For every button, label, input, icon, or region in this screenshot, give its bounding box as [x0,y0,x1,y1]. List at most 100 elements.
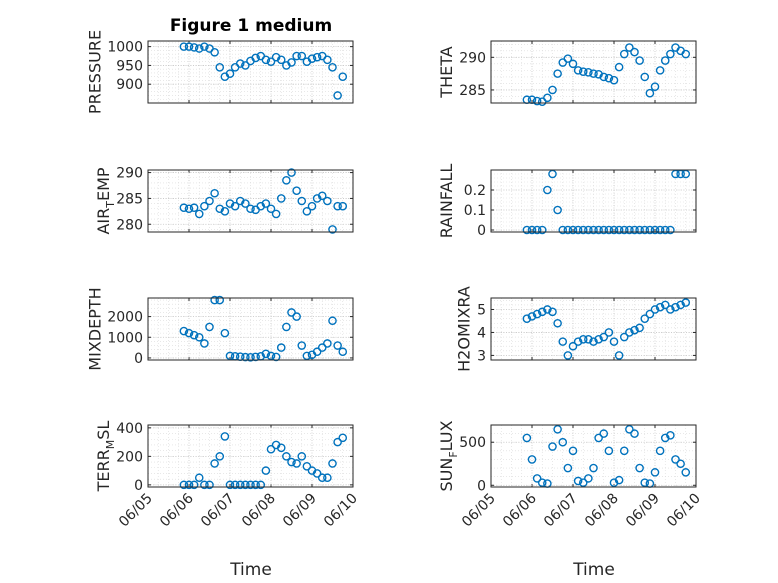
air_temp-data-point [266,204,276,214]
air_temp-data-point [312,194,322,203]
h2omixra-axes-box [490,297,697,361]
terr_msl-data-point [282,452,291,461]
mixdepth-data-point [225,351,235,361]
theta-data-point [655,66,665,75]
h2omixra-data-point [584,335,593,344]
theta-data-point [543,93,552,103]
h2omixra-data-point [578,335,588,344]
sun_flux-y-tick-label: 500 [459,435,486,451]
rainfall-data-point [635,225,644,235]
terr_msl-data-point [225,480,235,490]
terr_msl-data-point [302,462,312,471]
terr_msl-x-tick-label: 06/08 [239,491,279,531]
theta-data-point [619,49,629,59]
mixdepth-data-point [292,312,301,321]
air_temp-data-point [215,204,225,214]
theta-data-point [666,49,675,59]
theta-data-point [548,85,557,95]
pressure-data-point [189,43,199,52]
sun_flux-data-point [630,429,639,438]
pressure-data-point [333,91,342,100]
pressure-data-point [323,55,332,65]
h2omixra-data-point [553,318,562,328]
mixdepth-data-point [220,328,230,338]
air_temp-y-axis-label: AIRTEMP [94,167,117,234]
sun_flux-data-point [573,476,583,486]
sun_flux-data-point [599,429,609,438]
terr_msl-data-point [251,480,260,490]
mixdepth-data-point [328,316,337,326]
terr_msl-data-point [200,480,209,490]
terr_msl-x-tick-label: 06/06 [157,490,197,530]
rainfall-data-point [568,225,578,235]
mixdepth-data-point [276,343,286,352]
mixdepth-data-point [215,295,225,305]
pressure-data-point [241,61,250,70]
h2omixra-data-point [573,337,583,346]
mixdepth-y-tick-label: 2000 [107,310,143,326]
pressure-y-tick-label: 950 [116,58,143,74]
terr_msl-y-tick-label: 200 [116,449,143,465]
terr_msl-data-point [323,473,332,483]
terr_msl-data-point [312,469,322,478]
pressure-y-tick-label: 900 [116,77,143,93]
air_temp-data-point [292,186,301,195]
rainfall-data-point [594,225,603,235]
sun_flux-data-point [604,446,614,456]
h2omixra-data-point [599,332,609,342]
mixdepth-data-point [205,322,214,332]
rainfall-data-point [563,225,573,235]
mixdepth-data-point [200,339,209,348]
h2omixra-data-point [671,302,680,312]
sun_flux-data-point [548,442,557,451]
sun_flux-data-point [640,478,650,487]
pressure-data-point [312,52,322,62]
pressure-data-point [338,72,348,81]
rainfall-data-point [660,225,670,235]
theta-data-point [568,59,578,69]
terr_msl-y-axis-label: TERRMSL [94,421,117,493]
h2omixra-data-point [676,300,685,310]
rainfall-y-axis-label: RAINFALL [437,164,456,239]
sun_flux-data-point [584,474,593,483]
terr_msl-data-point [297,452,307,461]
mixdepth-data-point [189,330,199,340]
terr_msl-axes-box [147,424,354,488]
air_temp-data-point [302,207,312,216]
air_temp-data-point [338,201,348,211]
terr_msl-data-point [287,457,296,467]
terr_msl-data-point [276,443,286,453]
sun_flux-data-point [563,463,573,473]
sun_flux-data-point [650,468,660,477]
sun_flux-data-point [619,446,629,456]
h2omixra-data-point [681,298,691,307]
mixdepth-y-tick-label: 1000 [107,330,143,346]
mixdepth-data-point [261,349,271,359]
air_temp-y-tick-label: 290 [116,166,143,182]
sun_flux-y-axis-label: SUNFLUX [437,420,460,491]
h2omixra-data-point [635,323,644,333]
terr_msl-data-point [210,459,219,468]
sun_flux-data-point [537,478,547,487]
pressure-data-point [210,47,219,57]
air_temp-data-point [210,188,219,198]
terr_msl-data-point [205,480,214,490]
air_temp-data-point [256,201,266,211]
mixdepth-data-point [266,351,276,361]
rainfall-axes-box [490,169,697,233]
terr_msl-data-point [220,432,230,441]
sun_flux-x-tick-label: 06/06 [500,490,540,530]
mixdepth-axes-box [147,297,354,361]
theta-data-point [614,62,624,72]
mixdepth-data-point [287,308,296,317]
pressure-data-point [225,69,235,78]
air_temp-data-point [282,176,291,185]
theta-data-point [681,49,691,59]
terr_msl-y-tick-label: 0 [134,478,143,494]
theta-data-point [640,72,650,82]
theta-data-point [553,69,562,78]
terr_msl-data-point [179,480,189,490]
pressure-data-point [307,54,317,63]
air_temp-data-point [230,201,240,211]
